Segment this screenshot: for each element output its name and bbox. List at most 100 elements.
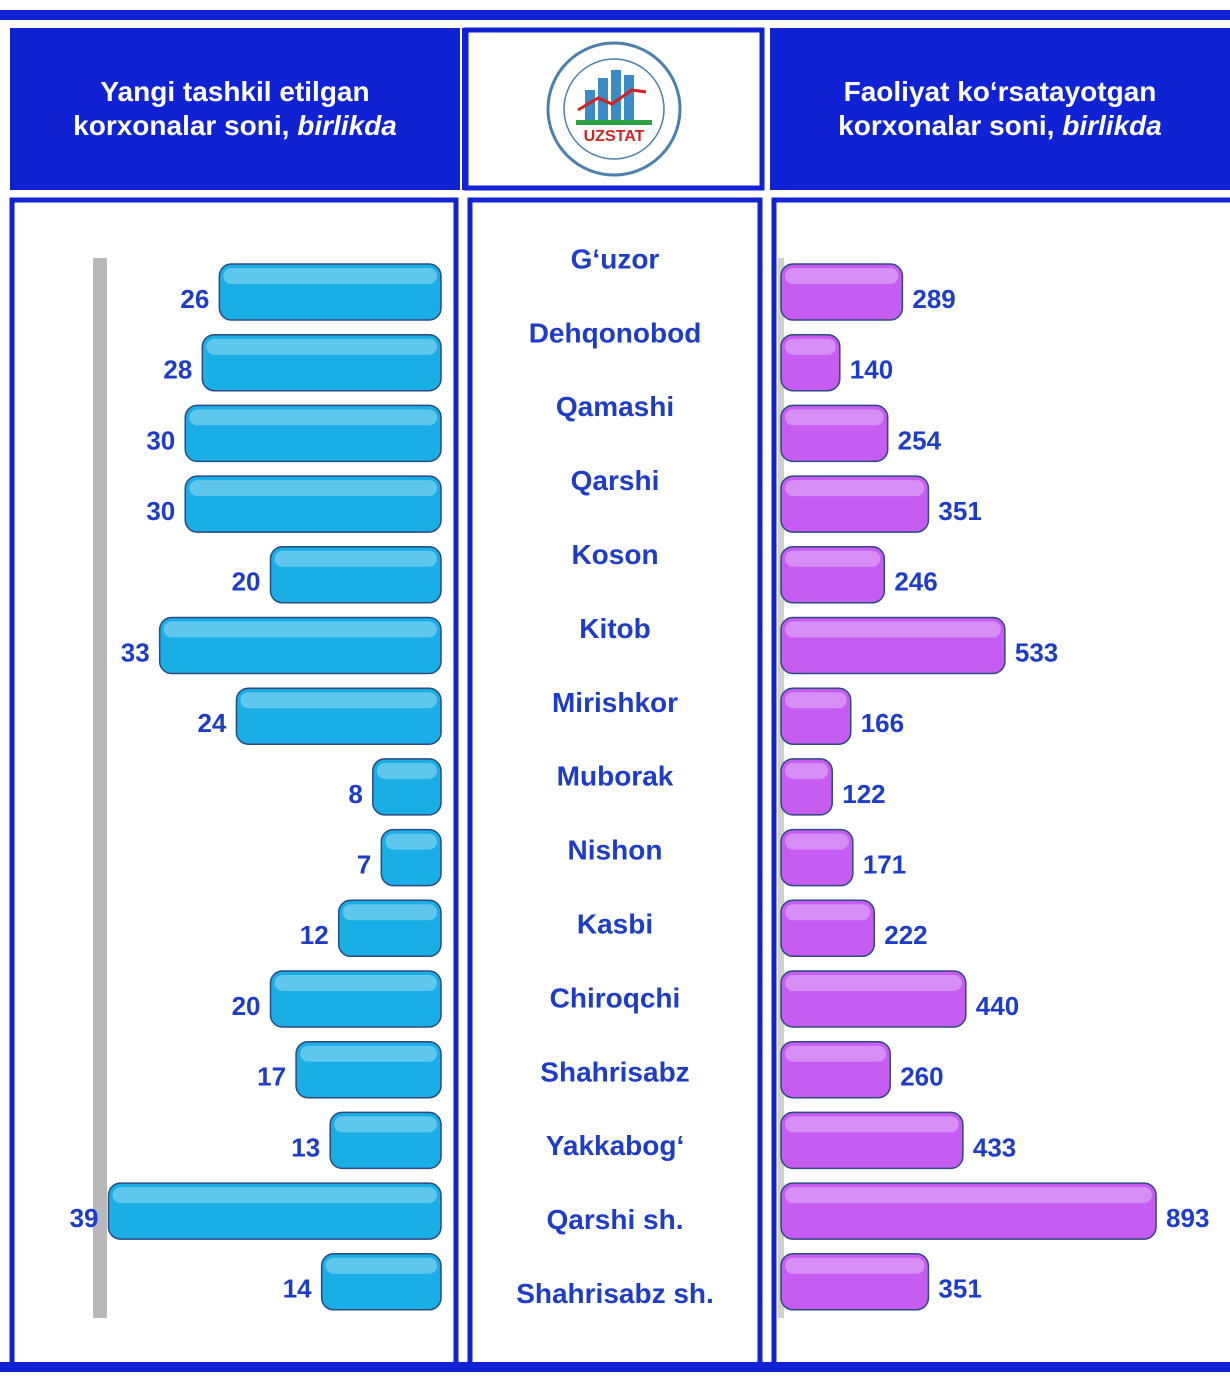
value-label: 12 [300,920,329,950]
value-label: 13 [291,1132,320,1162]
bar-highlight [325,1257,437,1274]
bar [158,616,442,675]
left-header: Yangi tashkil etilgan korxonalar soni, b… [10,28,460,190]
value-label: 246 [894,567,937,597]
bar [780,758,833,816]
value-label: 893 [1166,1203,1209,1233]
bar [780,828,854,887]
header-title: Yangi tashkil etilgan korxonalar soni, [73,76,370,141]
value-label: 254 [898,425,942,455]
value-label: 351 [938,496,981,526]
right-header: Faoliyat ko‘rsatayotgan korxonalar soni,… [770,28,1230,190]
header-unit: birlikda [297,110,397,141]
category-label: Qarshi sh. [547,1204,684,1235]
value-label: 20 [232,567,261,597]
bar [329,1111,442,1170]
bar-highlight [274,975,437,991]
bar [780,475,930,533]
logo-text: UZSTAT [584,128,645,145]
bar-highlight [342,904,437,921]
bar [380,828,442,887]
bar [780,333,841,392]
bar-highlight [785,762,829,779]
bar-highlight [189,409,437,426]
bar-highlight [785,1257,925,1274]
value-label: 140 [850,355,893,385]
value-label: 24 [197,708,226,738]
bar [780,687,852,745]
bar [780,263,904,321]
category-label: Koson [571,539,658,570]
bar [235,687,442,745]
bar-highlight [785,1045,887,1062]
bar [337,899,442,958]
bar-highlight [334,1116,437,1133]
bar [780,546,886,604]
bar-highlight [785,1187,1153,1204]
category-label: Nishon [568,835,663,866]
bar-highlight [112,1187,438,1204]
bar-highlight [300,1045,437,1062]
value-label: 14 [283,1274,312,1304]
value-label: 222 [884,920,927,950]
bar [295,1040,442,1099]
category-label: Yakkabog‘ [546,1130,685,1161]
bar [780,1111,964,1170]
value-label: 26 [180,284,209,314]
bar-highlight [785,480,925,497]
bar-highlight [785,692,847,709]
bar-highlight [785,621,1001,638]
bar-highlight [206,338,437,355]
bar-highlight [785,409,884,426]
value-label: 30 [146,425,175,455]
value-label: 17 [257,1062,286,1092]
value-label: 260 [900,1062,943,1092]
bar [780,1253,930,1311]
value-label: 166 [861,708,904,738]
bar [184,404,442,463]
category-label: Kitob [579,613,651,644]
category-label: Qamashi [556,391,674,422]
bar [218,263,442,321]
value-label: 7 [357,849,371,879]
bar [780,1182,1157,1240]
value-label: 171 [863,849,906,879]
category-label: Chiroqchi [550,982,681,1013]
bar-highlight [376,762,437,779]
bar [269,970,442,1028]
bar-highlight [274,550,437,567]
category-label: Dehqonobod [529,317,702,348]
header-title: Faoliyat ko‘rsatayotgan korxonalar soni, [838,76,1157,141]
divider [462,28,467,190]
bar-highlight [163,621,438,638]
bar [184,475,442,533]
value-label: 30 [146,496,175,526]
wall [93,258,107,1318]
value-label: 33 [121,637,150,667]
bar [780,970,967,1028]
value-label: 289 [912,284,955,314]
value-label: 351 [938,1274,981,1304]
category-label: Shahrisabz [540,1056,689,1087]
category-label: Shahrisabz sh. [516,1278,714,1309]
bar-highlight [223,268,437,284]
logo: UZSTAT [546,41,682,177]
bottom-band [0,1362,1230,1372]
category-label: Muborak [557,761,674,792]
value-label: 440 [976,991,1019,1021]
bar-highlight [785,1116,959,1133]
top-band [0,10,1230,20]
bar-highlight [240,692,437,709]
category-label: G‘uzor [571,243,660,274]
bar [780,616,1006,675]
bar [320,1253,442,1311]
bar-highlight [785,268,899,284]
category-label: Kasbi [577,908,653,939]
value-label: 28 [163,355,192,385]
bar [372,758,442,816]
bar-highlight [785,338,836,355]
header-unit: birlikda [1062,110,1162,141]
bar [780,404,889,463]
bar-highlight [785,904,871,921]
